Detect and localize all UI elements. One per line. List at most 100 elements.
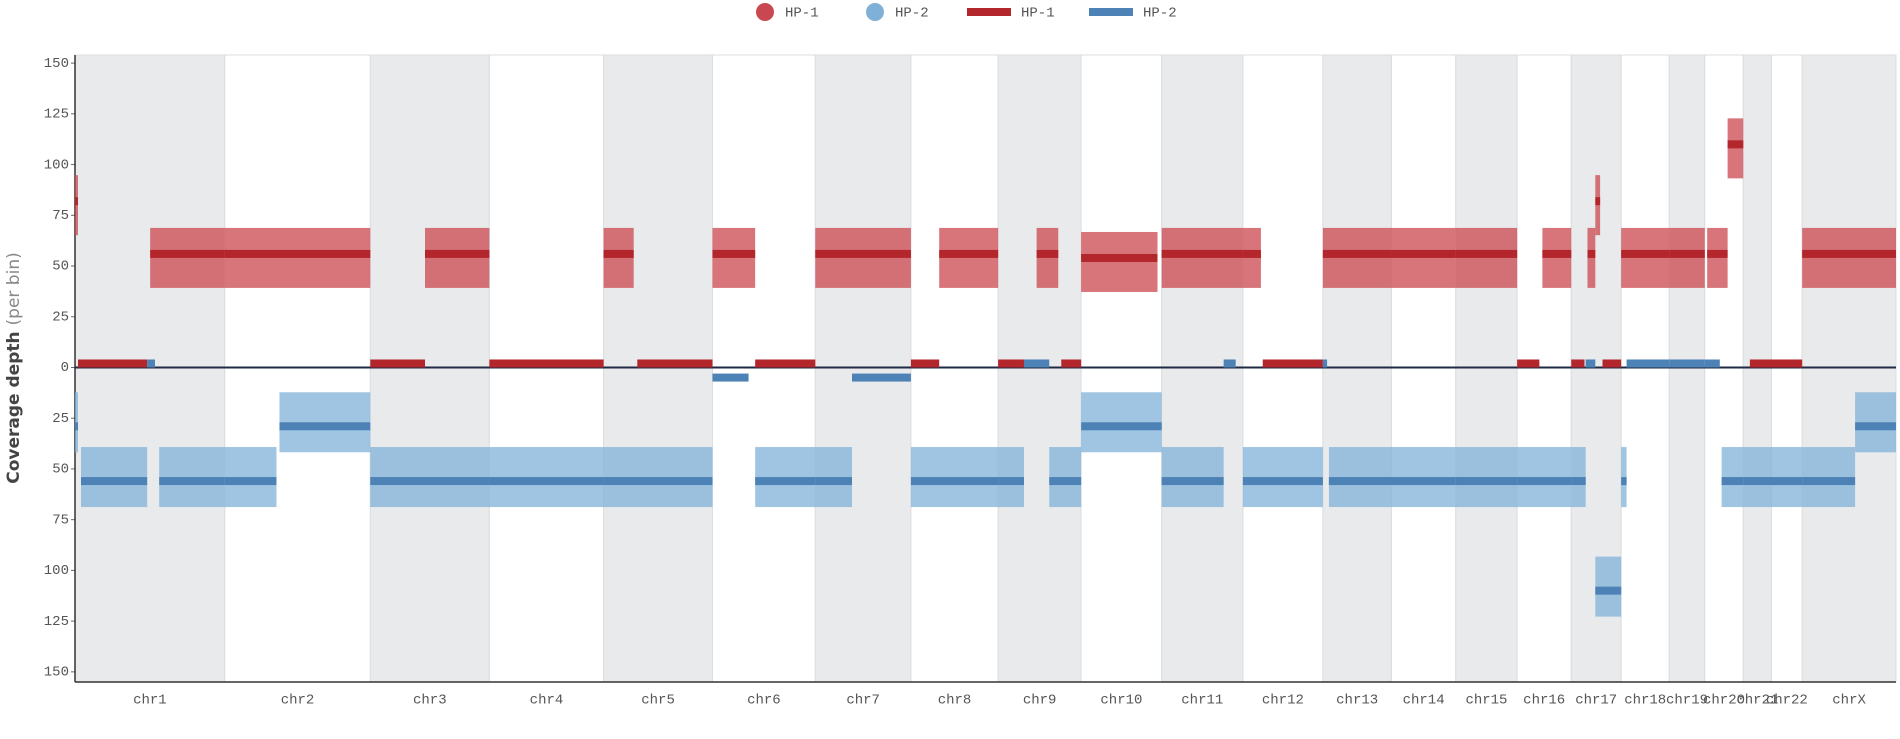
y-tick-label: 0 [61,360,69,376]
chromosome-band [1161,54,1244,683]
chromosome-band [1242,54,1324,683]
chromosome-band [1771,54,1803,683]
segment [1704,359,1720,368]
segment [1602,359,1622,368]
x-tick-label: chr16 [1523,693,1565,709]
chromosome-band [1742,54,1773,683]
legend-label: HP-2 [1143,6,1177,22]
segment [1081,253,1158,262]
x-tick-label: chr3 [413,693,447,709]
labels: chr1 chr2 chr3 chr4 chr5 chr6 chr7 chr8 chr9 chr1… [44,56,1867,709]
segment [1802,249,1896,258]
y-tick-label: 150 [44,665,69,681]
y-axis-unit: (per bin) [4,252,24,325]
legend-label: HP-1 [1021,6,1055,22]
segment [1242,477,1323,486]
x-tick-label: chr21 [1736,693,1778,709]
y-axis-label: Coverage depth [4,331,24,483]
segment [150,249,225,258]
segment [75,197,79,206]
y-tick-label: 75 [52,512,69,528]
y-tick-label: 75 [52,208,69,224]
segment [1571,477,1586,486]
x-tick-label: chr11 [1181,693,1223,709]
segment [1771,359,1803,368]
legend-line [967,8,1011,16]
legend-line [1089,8,1133,16]
chromosome-band [1668,54,1706,683]
segment [279,422,371,431]
segment [1621,249,1670,258]
segment [712,373,749,382]
x-tick-label: chr4 [530,693,564,709]
grid [71,55,1896,683]
x-tick-label: chr13 [1336,693,1378,709]
x-tick-label: chr8 [938,693,972,709]
y-tick-label: 150 [44,56,69,72]
chromosome-band [711,54,816,683]
segment [910,359,940,368]
chromosome-band [224,54,371,683]
segment [1585,359,1596,368]
x-tick-label: chr1 [133,693,167,709]
chromosome-band [1801,54,1897,683]
segment [224,477,277,486]
segment [1587,249,1596,258]
chromosome-band [1620,54,1670,683]
segment [1669,359,1705,368]
segment [1517,477,1572,486]
segment [603,477,713,486]
segment [1542,249,1572,258]
segment [851,373,911,382]
x-tick-label: chr19 [1666,693,1708,709]
segment [1802,477,1856,486]
chromosome-band [1322,54,1392,683]
segment [78,359,148,368]
chromosome-band [1390,54,1457,683]
segment [1049,477,1082,486]
legend-label: HP-2 [895,6,929,22]
segment [603,249,634,258]
chromosome-band [488,54,605,683]
segment [910,477,999,486]
y-tick-label: 125 [44,107,69,123]
segment [1322,359,1328,368]
x-tick-label: chr14 [1403,693,1445,709]
x-tick-label: chr10 [1100,693,1142,709]
segment [815,477,852,486]
chromosome-band [74,54,226,683]
chromosome-band [997,54,1082,683]
segment [1322,249,1392,258]
y-tick-label: 100 [44,157,69,173]
segment [1455,477,1518,486]
chromosome-band [1516,54,1572,683]
segment [75,422,79,431]
segment [1707,249,1728,258]
segment [1855,422,1896,431]
segment [159,477,225,486]
segment [1391,249,1456,258]
segment [1595,586,1622,595]
segment [1669,249,1705,258]
segment [425,249,490,258]
segment [1036,249,1059,258]
x-tick-label: chr22 [1766,693,1808,709]
segment [939,249,999,258]
segment [489,359,604,368]
segment [224,249,371,258]
segment [147,359,155,368]
x-tick-label: chr15 [1465,693,1507,709]
segment [637,359,713,368]
chromosome-band [369,54,490,683]
y-tick-label: 100 [44,563,69,579]
segment [998,477,1024,486]
segment [1621,477,1627,486]
x-tick-label: chr6 [747,693,781,709]
segment [755,359,816,368]
chromosome-bands [74,54,1897,683]
x-tick-label: chr18 [1624,693,1666,709]
segment [1626,359,1670,368]
y-tick-label: 125 [44,614,69,630]
y-tick-label: 25 [52,309,69,325]
legend-marker [756,3,774,21]
